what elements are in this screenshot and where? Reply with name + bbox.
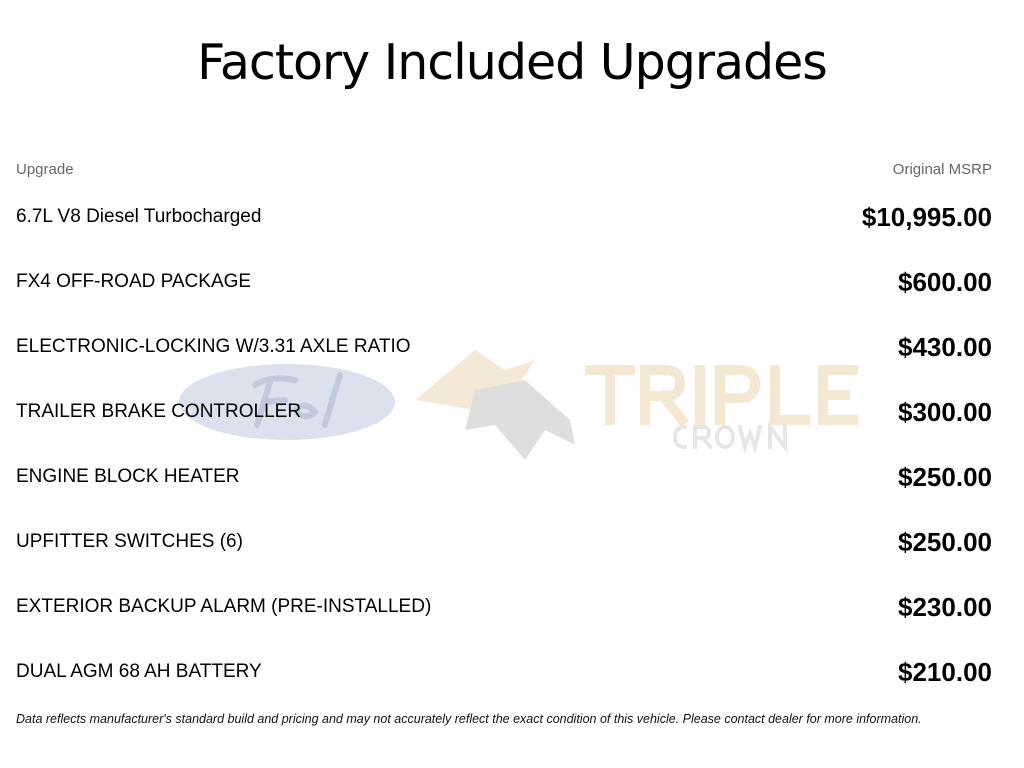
upgrade-price: $250.00 bbox=[898, 526, 992, 557]
disclaimer: Data reflects manufacturer's standard bu… bbox=[16, 712, 922, 726]
table-row: EXTERIOR BACKUP ALARM (PRE-INSTALLED) $23… bbox=[16, 587, 992, 627]
upgrade-name: DUAL AGM 68 AH BATTERY bbox=[16, 661, 262, 682]
upgrade-name: ELECTRONIC-LOCKING W/3.31 AXLE RATIO bbox=[16, 336, 411, 357]
table-row: UPFITTER SWITCHES (6) $250.00 bbox=[16, 522, 992, 562]
upgrade-name: EXTERIOR BACKUP ALARM (PRE-INSTALLED) bbox=[16, 596, 432, 617]
table-row: ELECTRONIC-LOCKING W/3.31 AXLE RATIO $430… bbox=[16, 327, 992, 367]
upgrade-price: $230.00 bbox=[898, 591, 992, 622]
column-header-upgrade: Upgrade bbox=[16, 161, 74, 178]
upgrade-name: UPFITTER SWITCHES (6) bbox=[16, 531, 243, 552]
dealer-watermark-logo bbox=[179, 350, 858, 460]
table-row: ENGINE BLOCK HEATER $250.00 bbox=[16, 457, 992, 497]
table-row: TRAILER BRAKE CONTROLLER $300.00 bbox=[16, 392, 992, 432]
upgrade-price: $600.00 bbox=[898, 266, 992, 297]
upgrade-name: ENGINE BLOCK HEATER bbox=[16, 466, 240, 487]
horse-crown-icon bbox=[415, 350, 575, 460]
ford-oval-icon bbox=[179, 364, 395, 440]
page-title: Factory Included Upgrades bbox=[197, 34, 828, 91]
upgrade-price: $10,995.00 bbox=[861, 201, 992, 232]
triple-crown-wordmark-icon bbox=[585, 365, 858, 454]
upgrade-price: $430.00 bbox=[898, 331, 992, 362]
upgrade-name: TRAILER BRAKE CONTROLLER bbox=[16, 401, 302, 422]
table-row: DUAL AGM 68 AH BATTERY $210.00 bbox=[16, 652, 992, 692]
column-header-msrp: Original MSRP bbox=[892, 161, 992, 178]
upgrade-price: $250.00 bbox=[898, 461, 992, 492]
table-row: FX4 OFF-ROAD PACKAGE $600.00 bbox=[16, 262, 992, 302]
upgrade-price: $300.00 bbox=[898, 396, 992, 427]
upgrade-name: FX4 OFF-ROAD PACKAGE bbox=[16, 271, 252, 292]
upgrade-price: $210.00 bbox=[898, 656, 992, 687]
upgrade-name: 6.7L V8 Diesel Turbocharged bbox=[16, 206, 262, 227]
table-row: 6.7L V8 Diesel Turbocharged $10,995.00 bbox=[16, 197, 992, 237]
